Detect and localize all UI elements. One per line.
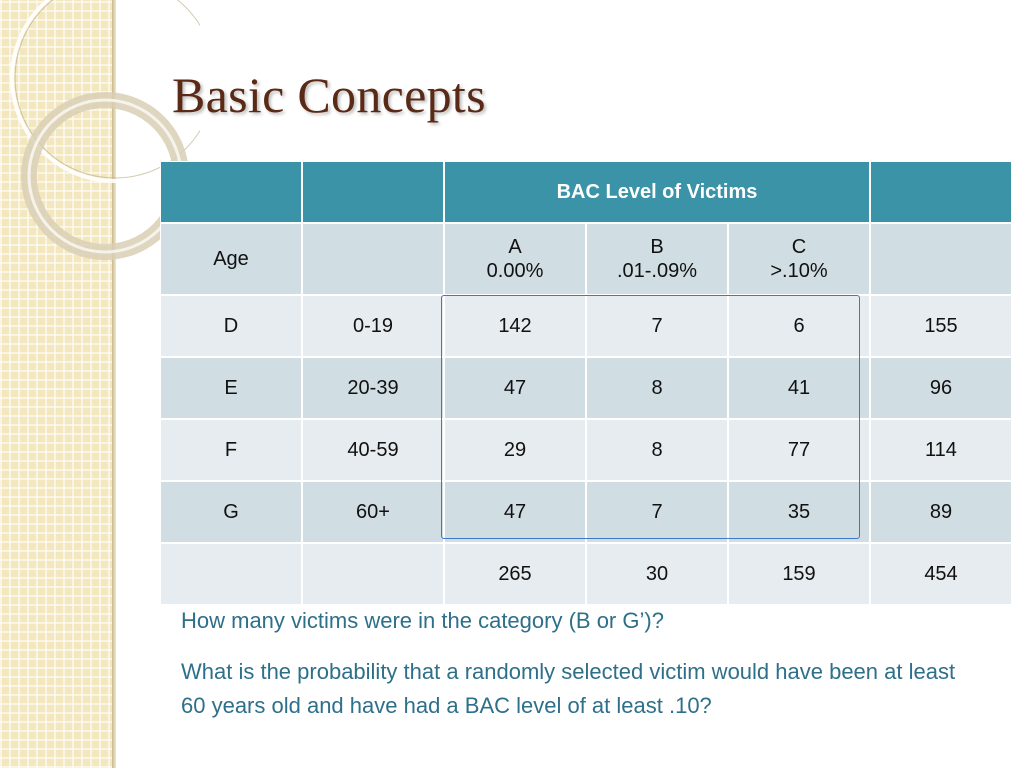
header-cell [302,161,444,223]
table-cell: 7 [586,481,728,543]
table-cell: 7 [586,295,728,357]
header-cell [870,161,1012,223]
table-cell: 8 [586,357,728,419]
table-totals-row: 265 30 159 454 [160,543,1012,605]
header-bac-level: BAC Level of Victims [444,161,870,223]
subheader-a: A 0.00% [444,223,586,295]
subheader-c-letter: C [791,236,807,258]
table-cell: 47 [444,357,586,419]
subheader-total [870,223,1012,295]
table-cell: 77 [728,419,870,481]
table-cell: 159 [728,543,870,605]
table-cell: F [160,419,302,481]
table-cell: 41 [728,357,870,419]
table-cell: 89 [870,481,1012,543]
table-cell: 60+ [302,481,444,543]
table-cell: 29 [444,419,586,481]
bac-table: BAC Level of Victims Age A 0.00% B .01-.… [160,161,1012,605]
subheader-c: C >.10% [728,223,870,295]
subheader-b: B .01-.09% [586,223,728,295]
table-cell: 6 [728,295,870,357]
table-row-f: F 40-59 29 8 77 114 [160,419,1012,481]
subheader-c-range: >.10% [770,260,828,282]
subheader-b-range: .01-.09% [616,260,698,282]
table-cell: 114 [870,419,1012,481]
subheader-age: Age [160,223,302,295]
table-subheader-row: Age A 0.00% B .01-.09% C >.10% [160,223,1012,295]
table-cell: G [160,481,302,543]
table-cell: 47 [444,481,586,543]
header-cell [160,161,302,223]
table-cell: 155 [870,295,1012,357]
table-cell: E [160,357,302,419]
table-row-g: G 60+ 47 7 35 89 [160,481,1012,543]
table-cell: 454 [870,543,1012,605]
table-cell: 265 [444,543,586,605]
table-row-d: D 0-19 142 7 6 155 [160,295,1012,357]
question-2: What is the probability that a randomly … [181,659,956,718]
question-1: How many victims were in the category (B… [181,608,664,633]
strip-edge [112,0,116,768]
table-cell: 40-59 [302,419,444,481]
subheader-a-range: 0.00% [486,260,544,282]
table-cell [160,543,302,605]
table-cell: 30 [586,543,728,605]
subheader-blank [302,223,444,295]
table-header-row: BAC Level of Victims [160,161,1012,223]
table-cell: 96 [870,357,1012,419]
table-row-e: E 20-39 47 8 41 96 [160,357,1012,419]
subheader-a-letter: A [508,236,522,258]
table-cell: 35 [728,481,870,543]
subheader-b-letter: B [650,236,664,258]
table-cell: 0-19 [302,295,444,357]
table-cell: 20-39 [302,357,444,419]
table-cell: 142 [444,295,586,357]
table-cell: D [160,295,302,357]
slide-title: Basic Concepts [172,67,486,123]
table-cell: 8 [586,419,728,481]
table-cell [302,543,444,605]
